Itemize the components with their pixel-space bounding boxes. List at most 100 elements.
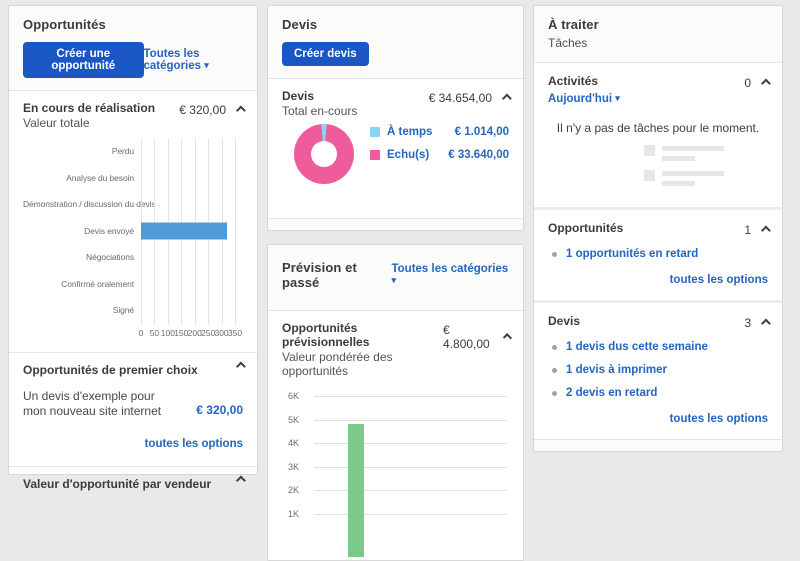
bullet-icon: [552, 251, 557, 257]
legend-label-link[interactable]: Echu(s): [387, 149, 430, 161]
quotes-section-title: Devis: [282, 89, 315, 103]
quotes-total: € 34.654,00: [428, 91, 492, 105]
pipeline-bar[interactable]: [141, 222, 227, 240]
x-axis-tick: 150: [174, 327, 189, 338]
gridline: [314, 396, 507, 397]
all-options-link[interactable]: toutes les options: [144, 437, 243, 450]
forecast-category-filter[interactable]: Toutes les catégories ▾: [391, 263, 509, 285]
collapse-chevron-icon[interactable]: [502, 332, 512, 342]
todo-quotes-section: Devis 3 1 devis dus cette semaine 1 devis…: [534, 300, 782, 439]
opportunity-category-filter[interactable]: Toutes les catégories ▾: [143, 48, 209, 72]
opportunity-item-value: € 320,00: [196, 402, 243, 417]
opportunity-item-label: Un devis d'exemple pour mon nouveau site…: [23, 388, 162, 419]
chart-row: Analyse du besoin: [23, 164, 243, 191]
panel-subtitle: Tâches: [548, 36, 588, 50]
panel-title: Opportunités: [23, 17, 106, 32]
forecast-bar[interactable]: [348, 424, 364, 557]
todo-column: À traiter Tâches Activités Aujourd'hui ▾…: [533, 5, 783, 452]
todo-quotes-list: 1 devis dus cette semaine 1 devis à impri…: [548, 341, 768, 399]
legend-row: Echu(s) € 33.640,00: [370, 149, 509, 161]
quotes-column: Devis Créer devis Devis Total en-cours €…: [267, 5, 524, 561]
y-axis-tick: 4K: [288, 438, 300, 448]
category-label: Confirmé oralement: [61, 278, 134, 289]
all-options-link[interactable]: toutes les options: [669, 274, 768, 286]
forecast-panel: Prévision et passé Toutes les catégories…: [267, 244, 524, 561]
collapse-chevron-icon[interactable]: [760, 318, 771, 328]
no-tasks-message: Il n'y a pas de tâches pour le moment.: [556, 121, 760, 135]
chart-row: Signé: [23, 297, 243, 324]
gridline: [314, 466, 507, 468]
gridline: [314, 513, 507, 515]
activities-count: 0: [744, 76, 751, 90]
quotes-section-subtitle: Total en-cours: [282, 104, 358, 118]
opportunities-panel: Opportunités Créer une opportunité Toute…: [8, 5, 258, 491]
value-by-vendor-title: Valeur d'opportunité par vendeur: [23, 476, 212, 491]
caret-down-icon: ▾: [204, 60, 209, 70]
x-axis-tick: 100: [160, 327, 175, 338]
forecast-bar-chart: 6K 5K 4K 3K 2K 1K: [282, 388, 509, 557]
all-options-link[interactable]: toutes les options: [669, 413, 768, 425]
chart-row: Devis envoyé: [23, 217, 243, 244]
y-axis-tick: 3K: [288, 461, 300, 472]
category-label: Démonstration / discussion du devis: [23, 199, 156, 210]
quotes-panel: Devis Créer devis Devis Total en-cours €…: [267, 5, 524, 231]
x-axis-tick: 0: [138, 327, 144, 338]
panel-footer: [268, 218, 523, 230]
chart-row: Confirmé oralement: [23, 270, 243, 297]
caret-down-icon: ▾: [615, 93, 620, 103]
todo-list-item: 1 devis dus cette semaine: [548, 341, 768, 353]
legend-swatch-icon: [370, 127, 380, 137]
todo-list-item: 1 opportunités en retard: [548, 248, 768, 260]
todo-list-item: 2 devis en retard: [548, 387, 768, 399]
todo-item-link[interactable]: 1 opportunités en retard: [566, 248, 699, 260]
collapse-chevron-icon[interactable]: [235, 105, 246, 115]
activities-section: Activités Aujourd'hui ▾ 0 Il n'y a pas d…: [534, 63, 782, 207]
quotes-total-section: Devis Total en-cours € 34.654,00 À temps…: [268, 79, 523, 218]
collapse-chevron-icon[interactable]: [235, 361, 246, 371]
forecast-subtitle: Valeur pondérée des opportunités: [282, 350, 393, 378]
category-label: Devis envoyé: [84, 225, 134, 236]
y-axis-tick: 6K: [288, 391, 300, 401]
forecast-title: Opportunités prévisionnelles: [282, 321, 370, 349]
category-label: Perdu: [111, 146, 134, 157]
legend-value: € 33.640,00: [448, 149, 509, 161]
panel-title: Devis: [282, 17, 318, 32]
chart-row: Négociations: [23, 244, 243, 271]
category-label: Analyse du besoin: [66, 172, 134, 183]
collapse-chevron-icon[interactable]: [501, 93, 512, 103]
legend-row: À temps € 1.014,00: [370, 126, 509, 138]
opportunities-panel-header: Opportunités Créer une opportunité Toute…: [9, 6, 257, 91]
x-axis-tick: 350: [227, 327, 243, 338]
todo-item-link[interactable]: 2 devis en retard: [566, 387, 658, 399]
todo-panel: À traiter Tâches Activités Aujourd'hui ▾…: [533, 5, 783, 452]
quotes-donut-chart[interactable]: [294, 124, 354, 184]
create-quote-button[interactable]: Créer devis: [282, 42, 369, 66]
todo-item-link[interactable]: 1 devis à imprimer: [566, 364, 667, 376]
quotes-panel-header: Devis Créer devis: [268, 6, 523, 79]
legend-label-link[interactable]: À temps: [387, 126, 433, 138]
collapse-chevron-icon[interactable]: [760, 225, 771, 235]
todo-opportunities-title: Opportunités: [548, 221, 624, 235]
x-axis-tick: 250: [201, 327, 216, 338]
task-skeleton-placeholder: [644, 145, 768, 161]
panel-footer: [534, 439, 782, 451]
y-axis-tick: 2K: [288, 485, 300, 495]
gridline: [314, 419, 507, 421]
activities-date-filter[interactable]: Aujourd'hui ▾: [548, 93, 620, 105]
x-axis-tick: 300: [214, 327, 229, 338]
collapse-chevron-icon[interactable]: [760, 78, 771, 88]
skeleton-checkbox: [644, 145, 655, 156]
skeleton-checkbox: [644, 170, 655, 181]
forecast-panel-header: Prévision et passé Toutes les catégories…: [268, 245, 523, 311]
pipeline-title: En cours de réalisation: [23, 101, 156, 115]
bullet-icon: [552, 390, 557, 396]
caret-down-icon: ▾: [391, 275, 397, 285]
activities-title: Activités: [548, 74, 599, 88]
collapse-chevron-icon[interactable]: [235, 475, 246, 486]
pipeline-subtitle: Valeur totale: [23, 116, 90, 130]
category-label: Signé: [112, 305, 134, 316]
y-axis-tick: 5K: [288, 414, 300, 425]
todo-item-link[interactable]: 1 devis dus cette semaine: [566, 341, 708, 353]
create-opportunity-button[interactable]: Créer une opportunité: [23, 42, 144, 78]
x-axis-tick: 200: [187, 327, 202, 338]
